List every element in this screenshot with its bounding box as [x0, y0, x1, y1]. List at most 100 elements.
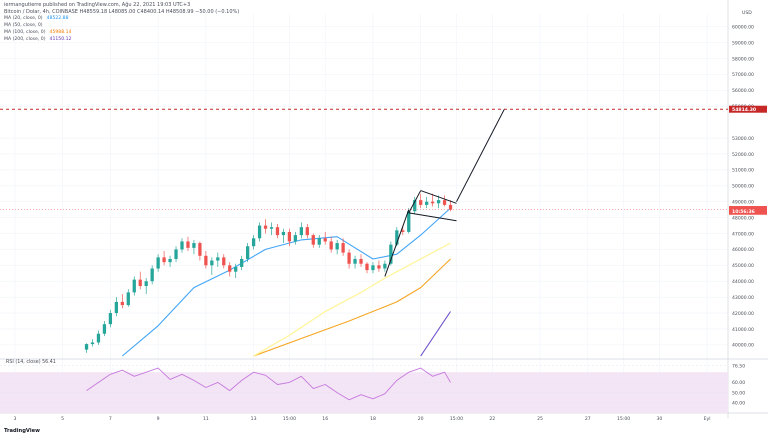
- rsi-tick-label: 50.00: [732, 390, 745, 396]
- candle-body: [407, 211, 411, 232]
- candles: [84, 193, 453, 353]
- candle-body: [371, 265, 375, 271]
- price-tick-label: 53000.00: [732, 136, 754, 142]
- price-axis: 60000.00 59000.00 58000.00 57000.00 56000.00…: [732, 25, 754, 349]
- candle-body: [240, 258, 244, 267]
- candle-body: [90, 342, 95, 345]
- candle-body: [108, 313, 113, 325]
- candle-body: [228, 265, 232, 272]
- rsi-tick-label: 76.50: [732, 363, 745, 369]
- candle-body: [335, 243, 339, 250]
- price-marker-label: 54814.30: [732, 107, 756, 113]
- candle-body: [192, 243, 196, 248]
- price-markers: 54814.3048508.9910:56:36: [0, 105, 767, 215]
- candle-body: [222, 257, 226, 266]
- rsi-label[interactable]: RSI (14, close) 56.41: [6, 360, 56, 365]
- flag-lower-line: [408, 212, 457, 222]
- price-tick-label: 49000.00: [732, 200, 754, 206]
- candle-body: [311, 235, 315, 245]
- indicator-value: 48522.88: [46, 16, 69, 21]
- candle-body: [138, 279, 142, 287]
- price-tick-label: 46000.00: [732, 247, 754, 253]
- tradingview-logo[interactable]: TradingView: [4, 428, 40, 434]
- time-tick-label: 11: [203, 416, 209, 422]
- candle-body: [186, 241, 190, 248]
- time-tick-label: 7: [109, 416, 112, 422]
- price-marker-bg: [729, 105, 767, 113]
- time-tick-label: 9: [157, 416, 160, 422]
- indicator-value: 45988.14: [49, 30, 72, 35]
- rsi-tick-label: 60.00: [732, 380, 745, 386]
- candle-body: [120, 301, 124, 306]
- candle-body: [293, 235, 298, 242]
- price-tick-label: 56000.00: [732, 88, 754, 94]
- logo-text: TradingView: [4, 428, 40, 434]
- time-tick-label: 15:00: [283, 416, 296, 422]
- flagpole: [384, 209, 410, 277]
- projection-line: [456, 109, 505, 202]
- candle-body: [245, 246, 250, 259]
- candle-body: [287, 231, 292, 242]
- candle-body: [144, 281, 148, 287]
- price-tick-label: 47000.00: [732, 231, 754, 237]
- moving-averages: [121, 207, 451, 357]
- price-tick-label: 51000.00: [732, 168, 754, 174]
- candle-body: [341, 243, 345, 253]
- candle-body: [275, 227, 280, 236]
- candle-body: [359, 258, 363, 264]
- candle-body: [162, 257, 166, 263]
- indicator-ma20[interactable]: MA (20, close, 0) 48522.88: [4, 16, 69, 22]
- candle-body: [102, 324, 107, 334]
- candle-body: [251, 238, 256, 247]
- candle-body: [216, 257, 220, 261]
- price-tick-label: 57000.00: [732, 72, 754, 78]
- candle-body: [305, 227, 309, 236]
- candle-body: [442, 200, 447, 205]
- time-tick-label: 30: [656, 416, 662, 422]
- time-axis: 3 5 7 9 11 13 15:00 16 18 20 15:00 22 25 27 15:00 30 Eyl: [13, 416, 710, 422]
- candle-body: [329, 241, 333, 250]
- indicator-label: MA (20, close, 0): [4, 16, 43, 21]
- indicator-ma100[interactable]: MA (100, close, 0) 45988.14: [4, 30, 71, 36]
- indicator-label: MA (50, close, 0): [4, 23, 43, 28]
- candle-body: [448, 204, 453, 210]
- ma20-line: [121, 207, 451, 357]
- candle-body: [257, 225, 262, 239]
- price-tick-label: 60000.00: [732, 25, 754, 31]
- publisher-line: iermangutierre published on TradingView.…: [4, 2, 191, 8]
- price-tick-label: 43000.00: [732, 295, 754, 301]
- time-tick-label: 27: [585, 416, 591, 422]
- ma200-line: [420, 311, 451, 357]
- candle-body: [389, 244, 393, 264]
- candle-body: [126, 292, 130, 306]
- time-tick-label: 15:00: [617, 416, 630, 422]
- time-tick-label: 25: [537, 416, 543, 422]
- candle-body: [210, 260, 214, 266]
- rsi-tick-label: 40.00: [732, 401, 745, 407]
- indicator-label: MA (100, close, 0): [4, 30, 46, 35]
- drawings: [0, 108, 728, 277]
- time-tick-label: Eyl: [704, 416, 711, 422]
- time-tick-label: 20: [418, 416, 424, 422]
- candle-body: [114, 301, 119, 314]
- candle-body: [281, 231, 286, 236]
- candle-body: [353, 258, 357, 264]
- time-tick-label: 15:00: [450, 416, 463, 422]
- candle-body: [156, 257, 160, 269]
- candle-body: [198, 243, 202, 256]
- time-tick-label: 22: [489, 416, 495, 422]
- indicator-ma50[interactable]: MA (50, close, 0): [4, 23, 47, 29]
- candle-body: [150, 268, 154, 282]
- time-tick-label: 16: [322, 416, 328, 422]
- flag-upper-line: [420, 190, 457, 204]
- candle-body: [263, 225, 268, 229]
- candle-body: [204, 255, 208, 266]
- candle-body: [413, 200, 417, 212]
- candle-body: [234, 266, 238, 272]
- price-marker-bg: [729, 207, 767, 215]
- price-tick-label: 42000.00: [732, 311, 754, 317]
- currency-label: USD: [742, 11, 752, 16]
- indicator-ma200[interactable]: MA (200, close, 0) 41150.12: [4, 37, 71, 43]
